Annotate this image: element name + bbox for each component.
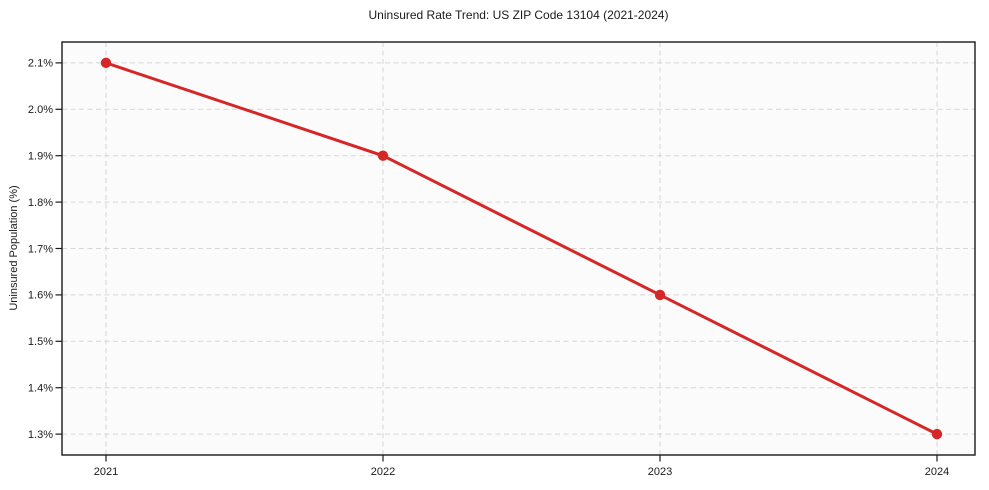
y-tick-label: 2.1% [28, 58, 53, 70]
y-tick-label: 1.3% [28, 429, 53, 441]
x-tick-label: 2022 [371, 466, 395, 478]
x-tick-label: 2024 [925, 466, 949, 478]
data-point [931, 428, 943, 440]
data-point [100, 57, 112, 69]
x-tick-label: 2021 [94, 466, 118, 478]
chart-title: Uninsured Rate Trend: US ZIP Code 13104 … [368, 8, 669, 22]
trend-line [104, 61, 939, 436]
data-point [654, 289, 666, 301]
y-tick-label: 1.9% [28, 150, 53, 162]
y-tick-label: 1.6% [28, 290, 53, 302]
y-tick-label: 1.7% [28, 243, 53, 255]
y-tick-label: 1.8% [28, 197, 53, 209]
data-point [377, 150, 389, 161]
y-tick-label: 2.0% [28, 104, 53, 116]
y-tick-label: 1.4% [28, 383, 53, 395]
y-tick-label: 1.5% [28, 336, 53, 348]
x-tick-label: 2023 [648, 466, 672, 478]
